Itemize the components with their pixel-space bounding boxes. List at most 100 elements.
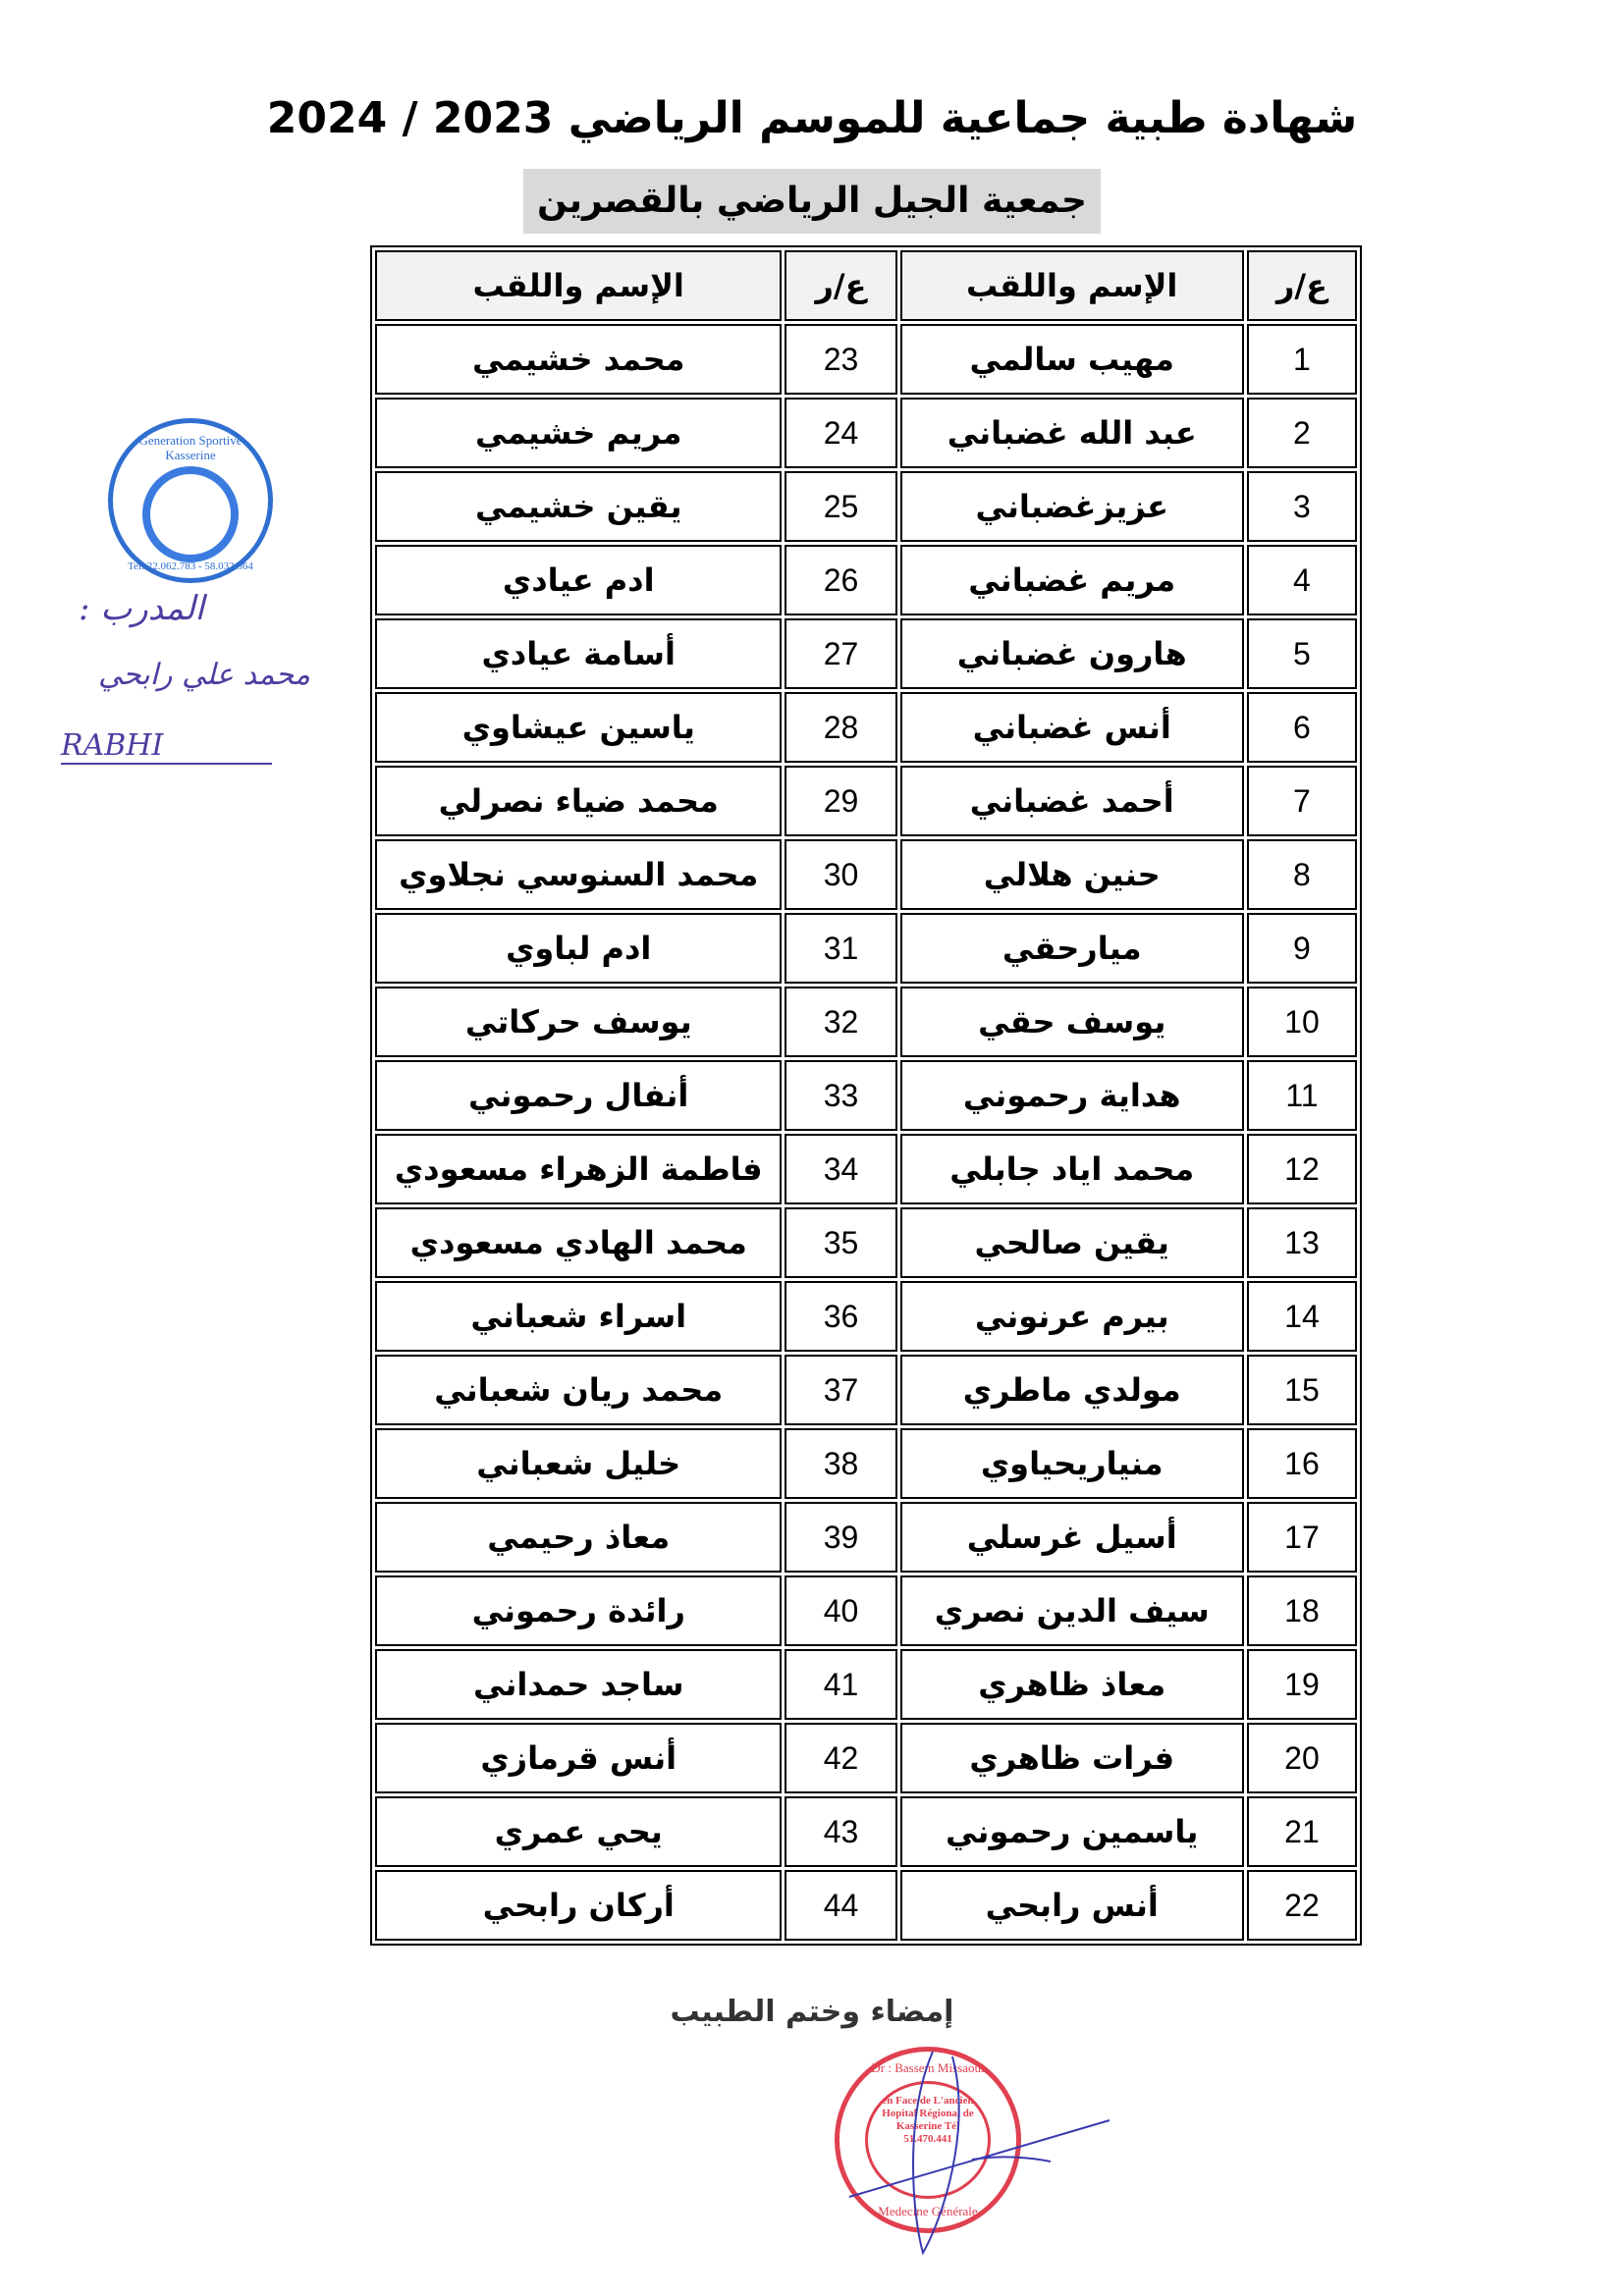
player-number: 15 (1246, 1355, 1357, 1425)
player-number: 23 (785, 324, 897, 395)
player-name: أنس رابحي (899, 1870, 1244, 1941)
player-name: أنس قرمازي (375, 1723, 783, 1793)
player-number: 25 (785, 471, 897, 542)
player-name: محمد اياد جابلي (899, 1134, 1244, 1204)
player-number: 12 (1246, 1134, 1357, 1204)
table-row: 11 هداية رحموني 33 أنفال رحموني (375, 1060, 1357, 1131)
player-name: يقين صالحي (899, 1207, 1244, 1278)
player-number: 37 (785, 1355, 897, 1425)
player-name: هداية رحموني (899, 1060, 1244, 1131)
player-number: 44 (785, 1870, 897, 1941)
table-header-row: ع/ر الإسم واللقب ع/ر الإسم واللقب (375, 250, 1357, 321)
player-number: 20 (1246, 1723, 1357, 1793)
player-name: مريم غضباني (899, 545, 1244, 615)
player-name: أسامة عيادي (375, 618, 783, 689)
table-row: 14 بيرم عرنوني 36 اسراء شعباني (375, 1281, 1357, 1352)
player-number: 10 (1246, 987, 1357, 1057)
table-row: 2 عبد الله غضباني 24 مريم خشيمي (375, 398, 1357, 468)
player-name: محمد الهادي مسعودي (375, 1207, 783, 1278)
player-number: 17 (1246, 1502, 1357, 1573)
table-row: 18 سيف الدين نصري 40 رائدة رحموني (375, 1575, 1357, 1646)
header-num: ع/ر (1246, 250, 1357, 321)
table-row: 17 أسيل غرسلي 39 معاذ رحيمي (375, 1502, 1357, 1573)
player-number: 27 (785, 618, 897, 689)
club-stamp-emblem (142, 466, 239, 562)
player-number: 31 (785, 913, 897, 984)
table-row: 5 هارون غضباني 27 أسامة عيادي (375, 618, 1357, 689)
player-name: أركان رابحي (375, 1870, 783, 1941)
club-stamp-bottom-text: Tel: 22.062.783 - 58.032.564 (128, 561, 253, 572)
table-row: 10 يوسف حقي 32 يوسف حركاتي (375, 987, 1357, 1057)
table-row: 13 يقين صالحي 35 محمد الهادي مسعودي (375, 1207, 1357, 1278)
player-name: سيف الدين نصري (899, 1575, 1244, 1646)
table-row: 16 منياريحياوي 38 خليل شعباني (375, 1428, 1357, 1499)
player-name: فرات ظاهري (899, 1723, 1244, 1793)
player-number: 28 (785, 692, 897, 763)
player-number: 29 (785, 766, 897, 836)
player-number: 32 (785, 987, 897, 1057)
players-table: ع/ر الإسم واللقب ع/ر الإسم واللقب 1 مهيب … (370, 245, 1362, 1946)
player-name: بيرم عرنوني (899, 1281, 1244, 1352)
player-number: 8 (1246, 839, 1357, 910)
player-name: أنفال رحموني (375, 1060, 783, 1131)
player-name: معاذ ظاهري (899, 1649, 1244, 1720)
player-number: 34 (785, 1134, 897, 1204)
player-name: عزيزغضباني (899, 471, 1244, 542)
player-number: 43 (785, 1796, 897, 1867)
table-row: 4 مريم غضباني 26 ادم عيادي (375, 545, 1357, 615)
player-name: ميارحقي (899, 913, 1244, 984)
doctor-stamp-ring (865, 2081, 991, 2199)
player-number: 40 (785, 1575, 897, 1646)
club-name-box: جمعية الجيل الرياضي بالقصرين (0, 169, 1624, 234)
table-row: 19 معاذ ظاهري 41 ساجد حمداني (375, 1649, 1357, 1720)
player-name: يوسف حركاتي (375, 987, 783, 1057)
player-name: خليل شعباني (375, 1428, 783, 1499)
header-num: ع/ر (785, 250, 897, 321)
player-name: حنين هلالي (899, 839, 1244, 910)
player-number: 36 (785, 1281, 897, 1352)
player-number: 18 (1246, 1575, 1357, 1646)
player-name: ادم عيادي (375, 545, 783, 615)
coach-name: محمد علي رابحي (98, 658, 310, 692)
player-name: مريم خشيمي (375, 398, 783, 468)
player-number: 24 (785, 398, 897, 468)
player-number: 35 (785, 1207, 897, 1278)
player-number: 42 (785, 1723, 897, 1793)
player-name: محمد ضياء نصرلي (375, 766, 783, 836)
player-name: أسيل غرسلي (899, 1502, 1244, 1573)
player-name: مولدي ماطري (899, 1355, 1244, 1425)
player-name: ادم لباوي (375, 913, 783, 984)
table-row: 20 فرات ظاهري 42 أنس قرمازي (375, 1723, 1357, 1793)
header-name: الإسم واللقب (375, 250, 783, 321)
player-name: محمد خشيمي (375, 324, 783, 395)
player-number: 9 (1246, 913, 1357, 984)
player-name: محمد ريان شعباني (375, 1355, 783, 1425)
coach-label: المدرب : (79, 589, 204, 628)
doctor-signature (848, 2051, 1110, 2256)
player-name: منياريحياوي (899, 1428, 1244, 1499)
doctor-signature-label: إمضاء وختم الطبيب (670, 1995, 954, 2029)
coach-signature: RABHI (61, 728, 272, 765)
player-number: 41 (785, 1649, 897, 1720)
table-row: 6 أنس غضباني 28 ياسين عيشاوي (375, 692, 1357, 763)
player-number: 22 (1246, 1870, 1357, 1941)
doctor-stamp-bottom: Medecine Générale (878, 2204, 978, 2218)
player-number: 13 (1246, 1207, 1357, 1278)
table-row: 22 أنس رابحي 44 أركان رابحي (375, 1870, 1357, 1941)
table-row: 3 عزيزغضباني 25 يقين خشيمي (375, 471, 1357, 542)
player-name: أحمد غضباني (899, 766, 1244, 836)
player-name: محمد السنوسي نجلاوي (375, 839, 783, 910)
doctor-stamp: Dr : Bassem Missaoui en Face de L'ancien… (835, 2047, 1021, 2233)
player-name: ياسين عيشاوي (375, 692, 783, 763)
player-number: 11 (1246, 1060, 1357, 1131)
player-name: فاطمة الزهراء مسعودي (375, 1134, 783, 1204)
club-stamp: Generation Sportive Kasserine Tel: 22.06… (108, 418, 273, 583)
club-name: جمعية الجيل الرياضي بالقصرين (523, 169, 1101, 234)
player-name: هارون غضباني (899, 618, 1244, 689)
table-row: 9 ميارحقي 31 ادم لباوي (375, 913, 1357, 984)
table-row: 15 مولدي ماطري 37 محمد ريان شعباني (375, 1355, 1357, 1425)
table-row: 8 حنين هلالي 30 محمد السنوسي نجلاوي (375, 839, 1357, 910)
table-row: 7 أحمد غضباني 29 محمد ضياء نصرلي (375, 766, 1357, 836)
player-number: 26 (785, 545, 897, 615)
table-row: 1 مهيب سالمي 23 محمد خشيمي (375, 324, 1357, 395)
